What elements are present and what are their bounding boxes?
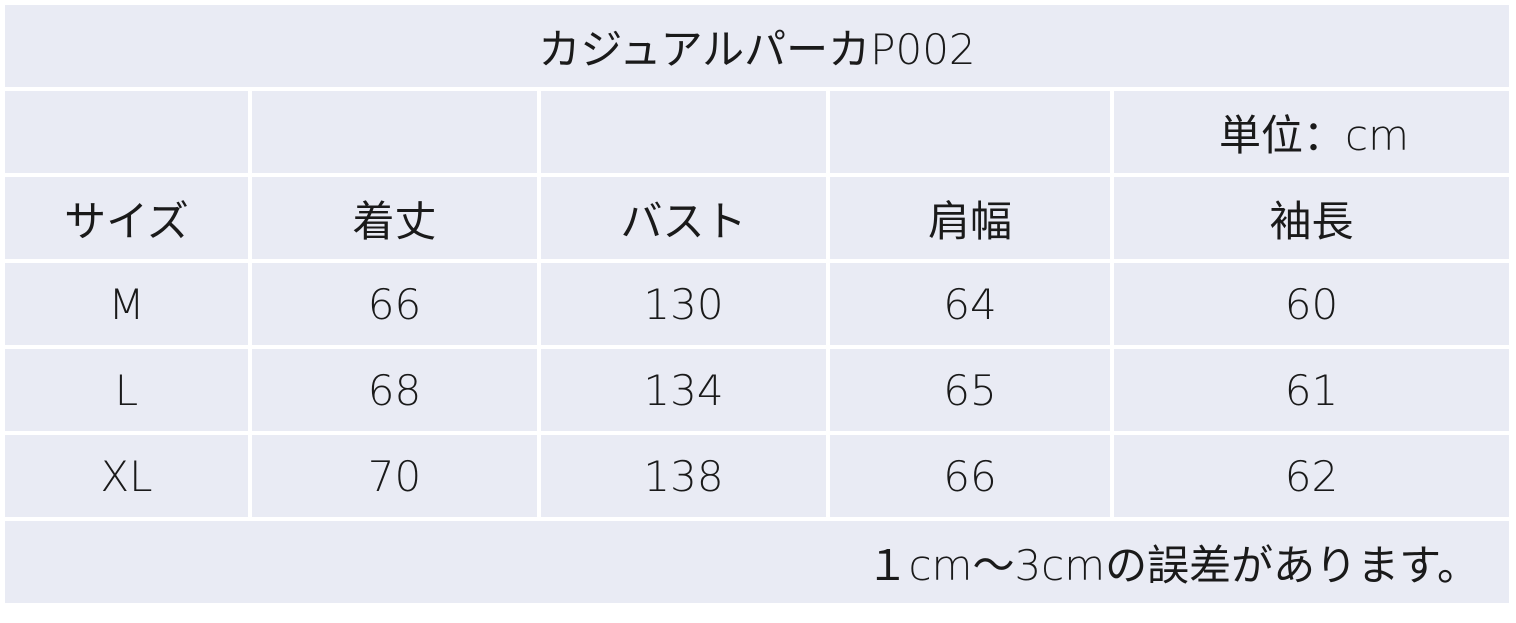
header-size: サイズ: [5, 177, 248, 259]
row-xl-shoulder: 66: [830, 435, 1110, 517]
table-title: カジュアルパーカP002: [5, 5, 1509, 87]
header-bust: バスト: [541, 177, 826, 259]
row-xl-bust: 138: [541, 435, 826, 517]
row-m-bust: 130: [541, 263, 826, 345]
row-l-sleeve: 61: [1114, 349, 1509, 431]
row-m-size: M: [5, 263, 248, 345]
header-length: 着丈: [252, 177, 537, 259]
empty-cell: [830, 91, 1110, 173]
row-l-bust: 134: [541, 349, 826, 431]
header-sleeve: 袖長: [1114, 177, 1509, 259]
row-l-shoulder: 65: [830, 349, 1110, 431]
size-chart-table: カジュアルパーカP002 単位：cm サイズ 着丈 バスト 肩幅 袖長 M 66…: [5, 5, 1509, 603]
empty-cell: [5, 91, 248, 173]
row-m-shoulder: 64: [830, 263, 1110, 345]
header-shoulder: 肩幅: [830, 177, 1110, 259]
row-m-length: 66: [252, 263, 537, 345]
row-xl-sleeve: 62: [1114, 435, 1509, 517]
empty-cell: [541, 91, 826, 173]
unit-label: 単位：cm: [1114, 91, 1509, 173]
row-l-size: L: [5, 349, 248, 431]
tolerance-note: １cm〜3cmの誤差があります。: [5, 521, 1509, 603]
row-xl-size: XL: [5, 435, 248, 517]
row-m-sleeve: 60: [1114, 263, 1509, 345]
row-l-length: 68: [252, 349, 537, 431]
row-xl-length: 70: [252, 435, 537, 517]
empty-cell: [252, 91, 537, 173]
